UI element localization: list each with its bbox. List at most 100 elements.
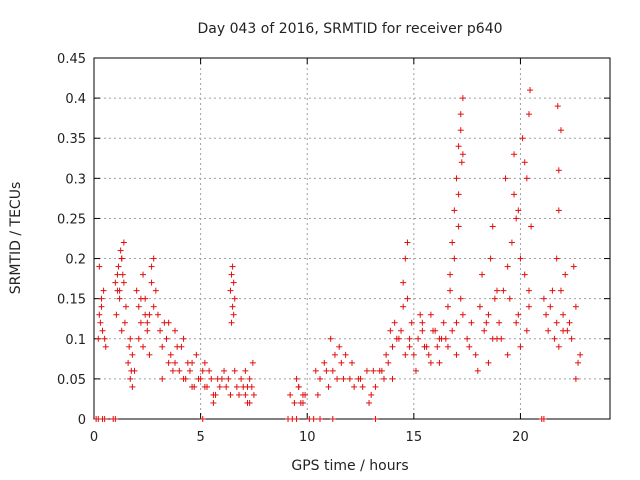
data-point: [525, 287, 532, 294]
data-point: [498, 335, 505, 342]
data-point: [442, 335, 449, 342]
y-tick-label: 0.4: [65, 92, 86, 107]
data-point: [502, 175, 509, 182]
data-point: [227, 391, 234, 398]
y-tick-label: 0.45: [57, 52, 86, 67]
data-point: [444, 303, 451, 310]
data-point: [150, 303, 157, 310]
data-point: [453, 319, 460, 326]
data-point: [455, 223, 462, 230]
data-point: [555, 343, 562, 350]
data-point: [98, 295, 105, 302]
data-point: [351, 383, 358, 390]
data-point: [517, 343, 524, 350]
data-point: [511, 191, 518, 198]
data-point: [440, 319, 447, 326]
data-point: [419, 327, 426, 334]
data-point: [415, 335, 422, 342]
data-point: [199, 367, 206, 374]
data-point: [430, 327, 437, 334]
data-point: [242, 391, 249, 398]
data-point: [444, 343, 451, 350]
data-point: [95, 335, 102, 342]
data-point: [378, 367, 385, 374]
data-point: [383, 351, 390, 358]
y-tick-label: 0.35: [57, 132, 86, 147]
data-point: [120, 279, 127, 286]
data-point: [523, 175, 530, 182]
data-point: [553, 255, 560, 262]
data-point: [125, 359, 132, 366]
data-point: [515, 311, 522, 318]
y-tick-label: 0.05: [57, 373, 86, 388]
data-point: [500, 287, 507, 294]
data-point: [549, 287, 556, 294]
data-point: [457, 295, 464, 302]
data-point: [417, 311, 424, 318]
data-point: [293, 416, 300, 422]
data-point: [451, 255, 458, 262]
data-point: [325, 383, 332, 390]
data-point: [496, 319, 503, 326]
data-point: [98, 303, 105, 310]
data-point: [540, 416, 547, 422]
data-point: [120, 239, 127, 246]
data-point: [154, 311, 161, 318]
data-point: [570, 263, 577, 270]
data-point: [218, 375, 225, 382]
data-point: [525, 303, 532, 310]
y-axis-tick-labels: 0 0.05 0.1 0.15 0.2 0.25 0.3 0.35 0.4 0.45: [57, 52, 86, 428]
x-tick-label: 20: [512, 430, 529, 445]
data-point: [410, 351, 417, 358]
data-point: [459, 151, 466, 158]
data-point: [553, 319, 560, 326]
data-point: [331, 351, 338, 358]
data-point: [235, 391, 242, 398]
data-point: [385, 359, 392, 366]
data-point: [122, 303, 129, 310]
data-point: [127, 335, 134, 342]
y-tick-label: 0.3: [65, 172, 86, 187]
data-point: [230, 279, 237, 286]
data-point: [372, 416, 379, 422]
data-point: [317, 416, 324, 422]
data-point: [221, 367, 228, 374]
data-point: [186, 367, 193, 374]
data-point: [555, 167, 562, 174]
data-point: [421, 343, 428, 350]
data-point: [293, 375, 300, 382]
data-point: [400, 303, 407, 310]
data-point: [504, 351, 511, 358]
data-point: [540, 295, 547, 302]
data-point: [489, 223, 496, 230]
data-point: [118, 255, 125, 262]
data-point: [547, 303, 554, 310]
data-point: [230, 311, 237, 318]
data-point: [400, 279, 407, 286]
data-point: [402, 255, 409, 262]
data-point: [113, 311, 120, 318]
data-point: [427, 311, 434, 318]
data-point: [459, 311, 466, 318]
data-point: [119, 271, 126, 278]
data-point: [560, 327, 567, 334]
data-point: [165, 319, 172, 326]
data-point: [128, 367, 135, 374]
data-point: [167, 351, 174, 358]
data-point: [528, 223, 535, 230]
data-point: [481, 327, 488, 334]
data-point: [96, 311, 103, 318]
data-point: [398, 327, 405, 334]
data-point: [562, 271, 569, 278]
data-point: [189, 359, 196, 366]
data-point: [543, 311, 550, 318]
data-point: [525, 111, 532, 118]
data-point: [114, 271, 121, 278]
data-point: [458, 159, 465, 166]
data-point: [466, 343, 473, 350]
data-point: [250, 391, 257, 398]
data-point: [118, 327, 125, 334]
x-axis-title: GPS time / hours: [291, 458, 408, 474]
data-point: [163, 335, 170, 342]
data-point: [453, 351, 460, 358]
